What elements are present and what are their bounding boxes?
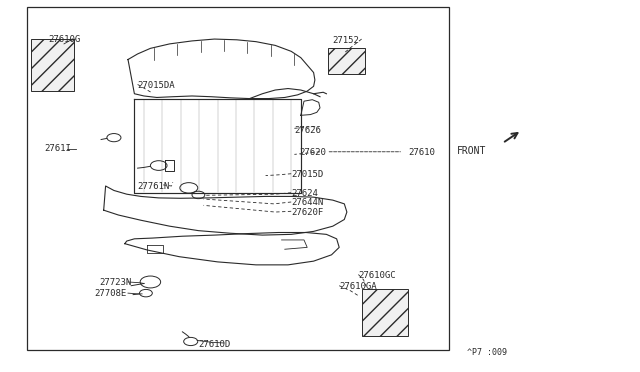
Text: 27626: 27626 <box>294 126 321 135</box>
Text: 27015DA: 27015DA <box>138 81 175 90</box>
Text: 27723N: 27723N <box>99 278 131 287</box>
Text: 2761OD: 2761OD <box>198 340 230 349</box>
Text: 27610G: 27610G <box>48 35 80 44</box>
Text: 27620F: 27620F <box>291 208 323 217</box>
Text: ^P7 :009: ^P7 :009 <box>467 348 507 357</box>
Text: 27708E: 27708E <box>95 289 127 298</box>
Bar <box>31 39 74 91</box>
Text: 27610GC: 27610GC <box>358 271 396 280</box>
Text: 27152: 27152 <box>333 36 360 45</box>
Text: 27620: 27620 <box>300 148 326 157</box>
Text: 27015D: 27015D <box>291 170 323 179</box>
Text: FRONT: FRONT <box>457 146 486 155</box>
Text: 27761N: 27761N <box>138 182 170 190</box>
Text: 2761I: 2761I <box>45 144 72 153</box>
Bar <box>328 48 365 74</box>
Text: 27610GA: 27610GA <box>339 282 377 291</box>
Bar <box>362 289 408 336</box>
Text: 27624: 27624 <box>291 189 318 198</box>
Bar <box>27 7 449 350</box>
Text: 27644N: 27644N <box>291 198 323 207</box>
Text: 27610: 27610 <box>408 148 435 157</box>
